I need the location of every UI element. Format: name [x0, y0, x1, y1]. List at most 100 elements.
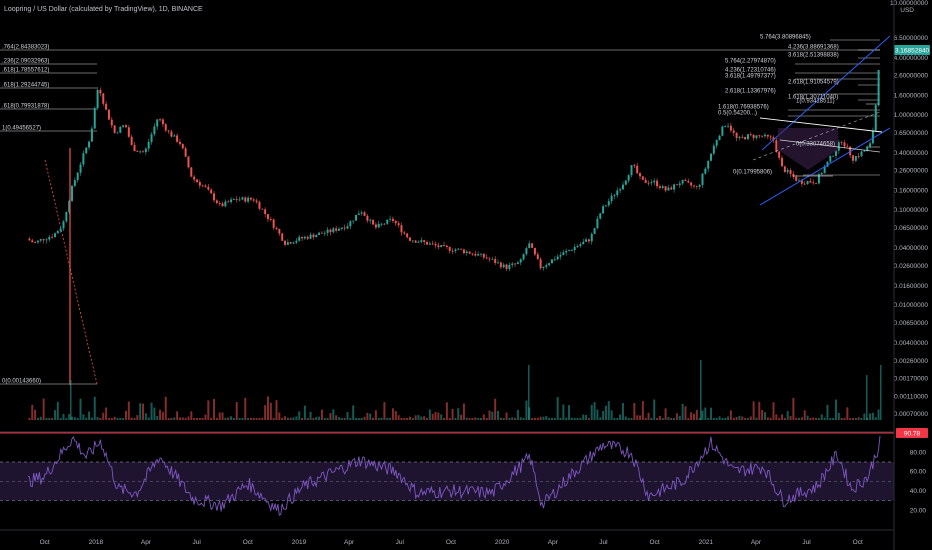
candle-body	[31, 240, 34, 243]
candle-body	[249, 197, 252, 200]
price-axis[interactable]: 10.00000000 USD 6.50000000 4.00000000 2.60…	[890, 0, 928, 418]
time-tick-label: 2021	[699, 539, 714, 546]
candle-body	[488, 258, 491, 260]
volume-bar	[144, 413, 147, 420]
volume-bar	[335, 415, 338, 420]
volume-bar	[235, 401, 238, 420]
volume-bar	[309, 411, 312, 420]
volume-bar	[238, 417, 241, 420]
resistance-line[interactable]	[759, 117, 883, 133]
volume-bar	[542, 416, 545, 420]
candle-body	[391, 218, 394, 221]
candle-body	[568, 250, 571, 251]
candle-body	[531, 243, 534, 248]
volume-bar	[675, 413, 678, 420]
channel-lower-line[interactable]	[759, 127, 891, 206]
candle-body	[397, 223, 400, 226]
candle-body	[681, 179, 684, 184]
volume-bar	[195, 417, 198, 420]
fibonacci-labels: .764(2.84383023) .236(2.09032963) .618(1.7…	[2, 35, 839, 385]
candle-body	[173, 135, 176, 137]
volume-bar	[440, 414, 443, 420]
candle-body	[227, 201, 230, 203]
price-tick-label: 0.01600000	[894, 283, 929, 290]
time-tick-label: Oct	[853, 539, 863, 546]
volume-bar	[102, 412, 105, 420]
volume-bar	[553, 417, 556, 420]
volume-bar	[477, 417, 480, 420]
support-line[interactable]	[779, 139, 881, 153]
candle-body	[596, 218, 599, 229]
candle-body	[494, 258, 497, 264]
fibonacci-extension-lines[interactable]	[0, 39, 880, 385]
candle-body	[156, 119, 159, 127]
volume-bar	[497, 410, 500, 420]
volume-bar	[684, 406, 687, 420]
candle-body	[840, 142, 843, 144]
candle-body	[247, 197, 250, 202]
candle-body	[272, 219, 275, 228]
candle-body	[834, 150, 837, 156]
price-tick-label: 0.26000000	[894, 168, 929, 175]
volume-bar	[167, 417, 170, 420]
fib-right-label: 3.618(1.49797377)	[725, 74, 776, 80]
volume-bar	[673, 417, 676, 420]
candle-body	[656, 180, 659, 187]
volume-bar	[548, 417, 551, 420]
candle-body	[337, 228, 340, 231]
volume-bar	[133, 417, 136, 420]
candle-body	[76, 172, 79, 181]
volume-bar	[695, 409, 698, 420]
volume-bar	[795, 417, 798, 420]
candle-body	[59, 228, 62, 232]
candle-body	[195, 179, 198, 182]
volume-bar	[772, 402, 775, 420]
candle-body	[462, 249, 465, 254]
candle-body	[349, 221, 352, 227]
candle-body	[670, 187, 673, 190]
candle-body	[230, 199, 233, 203]
volume-bar	[383, 402, 386, 420]
candle-body	[303, 236, 306, 239]
candle-body	[684, 179, 687, 181]
rsi-tick-label: 40.00	[910, 488, 927, 495]
candle-body	[105, 103, 108, 110]
volume-bar	[607, 401, 610, 420]
volume-bar	[829, 417, 832, 420]
time-axis[interactable]: Oct 2018 Apr Jul Oct 2019 Apr Jul Oct 2020 Apr Jul O…	[0, 529, 894, 546]
price-tick-label: 6.50000000	[894, 35, 929, 42]
candle-body	[264, 209, 267, 215]
projection-line[interactable]	[752, 111, 881, 161]
volume-bar	[576, 417, 579, 420]
candle-body	[161, 119, 164, 125]
candle-body	[610, 195, 613, 202]
candle-body	[443, 245, 446, 246]
pattern-highlight[interactable]	[778, 128, 838, 170]
volume-bar	[244, 397, 247, 420]
chart-drawings[interactable]	[752, 35, 891, 206]
volume-bar	[741, 416, 744, 420]
volume-bar	[258, 418, 261, 420]
candle-body	[107, 109, 110, 120]
candle-body	[88, 141, 91, 148]
candle-body	[587, 239, 590, 242]
volume-bar	[164, 396, 167, 420]
candle-body	[255, 200, 258, 203]
candle-body	[593, 228, 596, 234]
candle-body	[465, 251, 468, 254]
candle-body	[269, 219, 272, 220]
volume-bar	[715, 417, 718, 420]
candle-body	[792, 173, 795, 177]
rsi-line	[27, 435, 881, 516]
fib-left-label: 0(0.00143660)	[2, 379, 41, 385]
volume-bar	[221, 412, 224, 420]
candle-body	[707, 160, 710, 169]
volume-bar	[71, 416, 74, 420]
candle-body	[761, 135, 764, 137]
candle-body	[727, 125, 730, 127]
volume-bar	[431, 413, 434, 420]
candle-body	[286, 242, 289, 245]
volume-bar	[570, 417, 573, 420]
